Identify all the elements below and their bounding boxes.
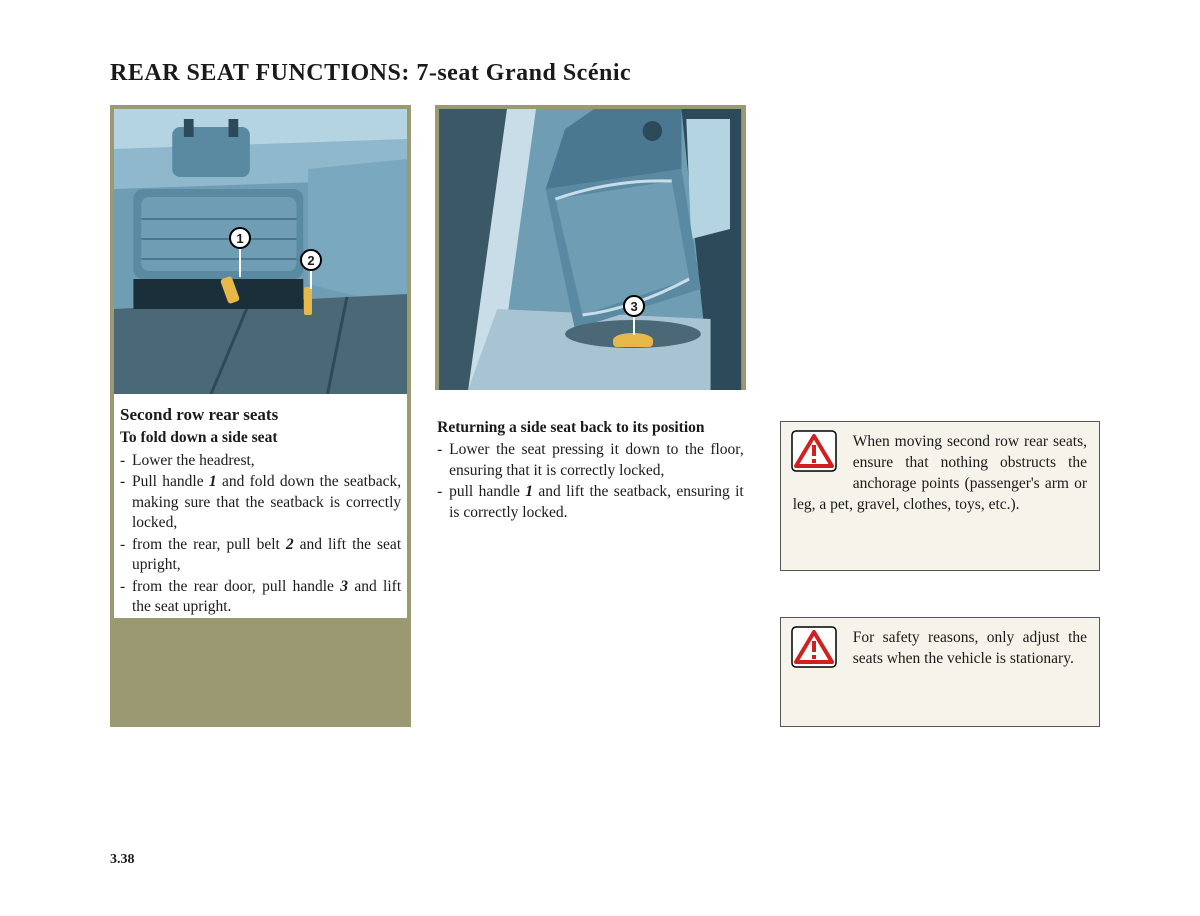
page-number: 3.38 xyxy=(110,852,135,868)
col2-subheading: Returning a side seat back to its positi… xyxy=(437,418,744,438)
bullet: -pull handle 1 and lift the seatback, en… xyxy=(437,482,744,523)
column-1: 1 2 Second row rear seats To fold down a… xyxy=(110,105,411,727)
bullet: -Lower the headrest, xyxy=(120,451,401,471)
page-title: REAR SEAT FUNCTIONS: 7-seat Grand Scénic xyxy=(110,60,1100,87)
bullet: -Lower the seat pressing it down to the … xyxy=(437,440,744,481)
column-2-text: Returning a side seat back to its positi… xyxy=(435,390,746,523)
warning-icon xyxy=(791,430,837,472)
col1-heading: Second row rear seats xyxy=(120,404,401,426)
column-3: When moving second row rear seats, ensur… xyxy=(780,105,1100,727)
warning-box-1: When moving second row rear seats, ensur… xyxy=(780,421,1100,571)
column-1-text: Second row rear seats To fold down a sid… xyxy=(114,394,407,618)
callout-2: 2 xyxy=(300,249,322,271)
bullet: -Pull handle 1 and fold down the seatbac… xyxy=(120,472,401,533)
bullet: -from the rear door, pull handle 3 and l… xyxy=(120,577,401,618)
col1-subheading: To fold down a side seat xyxy=(120,428,401,448)
warning-icon xyxy=(791,626,837,668)
warning-text: When moving second row rear seats, ensur… xyxy=(793,432,1087,516)
callout-1: 1 xyxy=(229,227,251,249)
content-area: 1 2 Second row rear seats To fold down a… xyxy=(110,105,1100,727)
figure-2: 3 xyxy=(435,105,746,390)
figure-1: 1 2 xyxy=(114,109,407,394)
warning-text: For safety reasons, only adjust the seat… xyxy=(793,628,1087,670)
warning-box-2: For safety reasons, only adjust the seat… xyxy=(780,617,1100,727)
callout-3: 3 xyxy=(623,295,645,317)
bullet: -from the rear, pull belt 2 and lift the… xyxy=(120,535,401,576)
column-2: 3 Returning a side seat back to its posi… xyxy=(435,105,746,727)
